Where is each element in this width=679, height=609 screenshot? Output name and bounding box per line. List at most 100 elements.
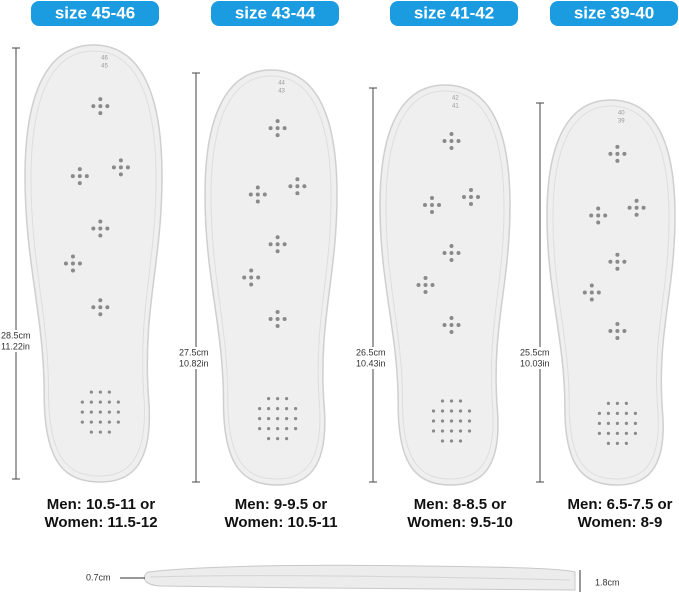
- perforation: [98, 104, 103, 109]
- perforation: [615, 431, 620, 435]
- perforation: [275, 242, 280, 247]
- perforation: [449, 132, 454, 136]
- perforation: [603, 213, 608, 218]
- perforation: [615, 266, 620, 271]
- perforation: [589, 290, 594, 295]
- perforation: [249, 268, 254, 273]
- perforation: [467, 409, 472, 413]
- perforation: [248, 192, 253, 197]
- men-size: Men: 10.5-11 or: [47, 496, 156, 513]
- perforation: [608, 259, 613, 264]
- perforation: [63, 261, 68, 266]
- perforation: [606, 441, 611, 445]
- size-badge: [390, 1, 518, 26]
- perforation: [285, 397, 289, 401]
- perforation: [77, 167, 82, 172]
- length-cm: 27.5cm: [179, 347, 209, 357]
- insole-size-bottom: 39: [618, 119, 625, 125]
- perforation: [105, 305, 110, 310]
- perforation: [622, 259, 627, 264]
- perforation: [589, 297, 594, 302]
- length-cm: 26.5cm: [356, 347, 386, 357]
- perforation: [440, 429, 445, 433]
- size-label: size 45-46: [55, 3, 135, 22]
- perforation: [91, 305, 96, 310]
- perforation: [267, 397, 271, 401]
- perforation: [615, 411, 620, 415]
- perforation: [282, 242, 287, 247]
- perforation: [596, 220, 601, 225]
- perforation: [98, 420, 102, 424]
- perforation: [469, 202, 473, 206]
- insole-size-bottom: 45: [101, 64, 108, 70]
- perforation: [107, 430, 111, 434]
- perforation: [275, 249, 280, 254]
- perforation: [276, 417, 280, 421]
- perforation: [431, 409, 436, 413]
- perforation: [615, 259, 620, 264]
- perforation: [440, 439, 445, 443]
- perforation: [256, 275, 261, 280]
- perforation: [582, 290, 587, 295]
- perforation: [423, 276, 428, 280]
- perforation: [255, 199, 260, 204]
- perforation: [615, 144, 620, 149]
- perforation: [98, 219, 103, 224]
- perforation: [449, 244, 454, 248]
- perforation: [295, 177, 300, 182]
- perforation: [80, 400, 84, 404]
- perforation: [98, 390, 102, 394]
- perforation: [456, 251, 461, 255]
- length-in: 10.82in: [179, 358, 209, 368]
- perforation: [242, 275, 247, 280]
- perforation: [258, 417, 262, 421]
- perforation: [440, 399, 445, 403]
- perforation: [262, 192, 267, 197]
- length-label-bg: [179, 347, 217, 369]
- perforation: [449, 399, 454, 403]
- perforation: [70, 174, 75, 179]
- perforation: [105, 226, 110, 231]
- perforation: [449, 258, 454, 262]
- perforation: [615, 151, 620, 156]
- perforation: [458, 439, 463, 443]
- perforation: [608, 329, 613, 333]
- perforation: [633, 421, 638, 425]
- perforation: [624, 441, 629, 445]
- perforation: [449, 323, 454, 327]
- size-label: size 41-42: [414, 3, 494, 22]
- perforation: [624, 431, 629, 435]
- side-insole-edge: [149, 575, 571, 581]
- perforation: [597, 431, 602, 435]
- perforation: [624, 411, 629, 415]
- perforation: [449, 251, 454, 255]
- perforation: [276, 397, 280, 401]
- perforation: [449, 409, 454, 413]
- perforation: [77, 261, 82, 266]
- insole-size-top: 40: [618, 111, 625, 117]
- perforation: [627, 205, 632, 210]
- perforation: [622, 151, 627, 156]
- perforation: [275, 235, 280, 240]
- perforation: [634, 212, 639, 217]
- length-in: 10.43in: [356, 358, 386, 368]
- perforation: [615, 329, 620, 333]
- perforation: [589, 283, 594, 288]
- perforation: [116, 400, 120, 404]
- perforation: [276, 427, 280, 431]
- perforation: [70, 254, 75, 259]
- thickness-right: 1.8cm: [595, 577, 620, 587]
- perforation: [268, 317, 273, 321]
- perforation: [634, 198, 639, 203]
- perforation: [458, 429, 463, 433]
- perforation: [267, 437, 271, 441]
- perforation: [116, 410, 120, 414]
- perforation: [606, 411, 611, 415]
- perforation: [294, 427, 298, 431]
- perforation: [423, 203, 427, 207]
- men-size: Men: 8-8.5 or: [414, 496, 507, 513]
- insole-inner: [30, 50, 157, 477]
- perforation: [596, 206, 601, 211]
- perforation: [70, 261, 75, 266]
- insole: [379, 84, 511, 486]
